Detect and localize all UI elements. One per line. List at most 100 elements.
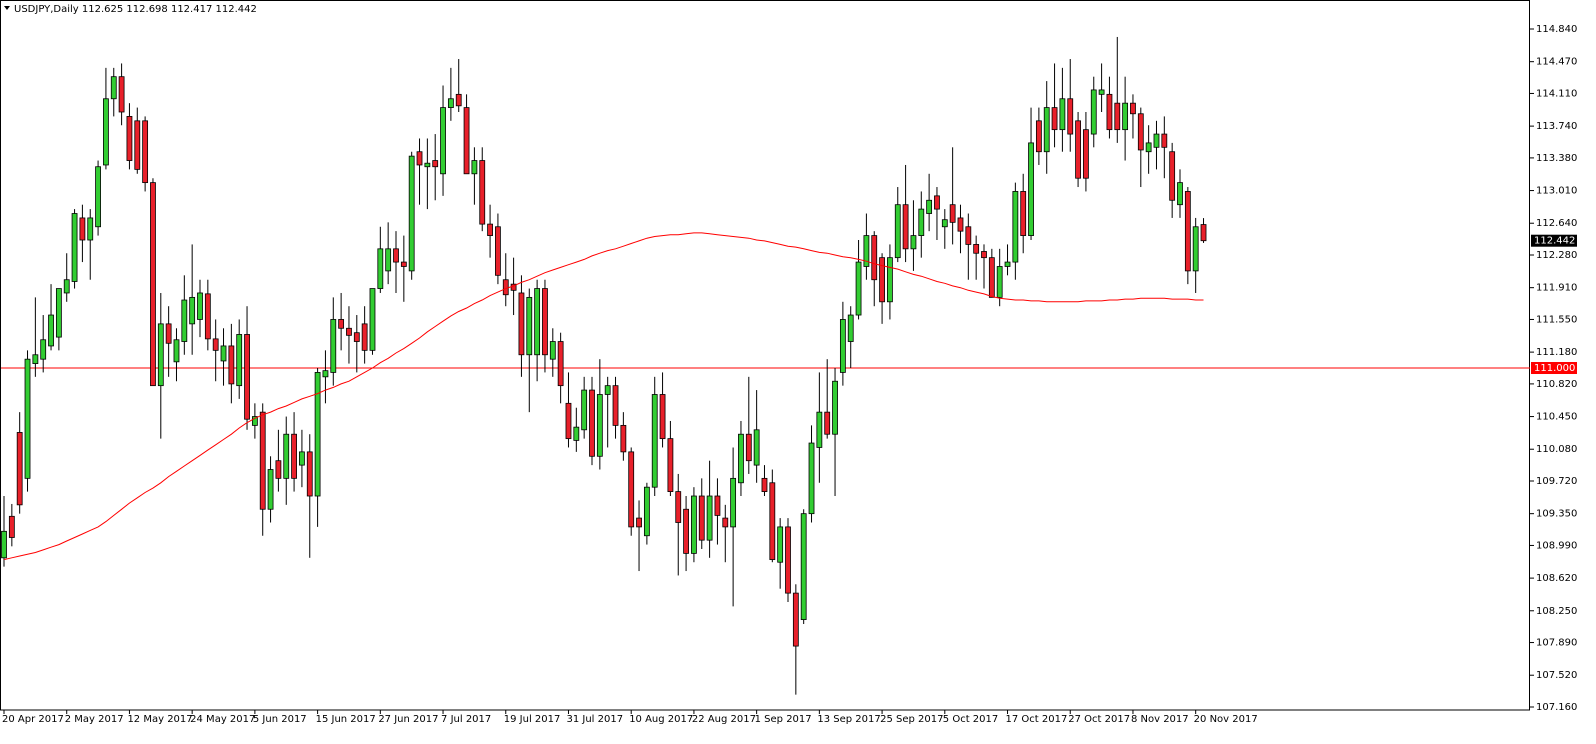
x-tick-label: 17 Oct 2017	[1006, 714, 1068, 725]
candle-body	[636, 517, 642, 528]
candle-body	[408, 155, 415, 272]
candle-body	[48, 314, 54, 347]
y-tick-label: 108.990	[1536, 540, 1577, 551]
hline-label-box	[1531, 362, 1577, 375]
moving-average	[3, 232, 1204, 561]
candle-body	[447, 98, 454, 108]
y-tick-label: 107.520	[1536, 670, 1577, 681]
x-tick-label: 5 Jun 2017	[253, 714, 307, 725]
candle-body	[244, 334, 250, 420]
x-tick-label: 19 Jul 2017	[504, 714, 561, 725]
y-tick-label: 114.840	[1536, 24, 1577, 35]
y-tick-label: 107.890	[1536, 638, 1577, 649]
candle-body	[251, 416, 258, 426]
candle-body	[1161, 133, 1168, 148]
candle-body	[267, 469, 274, 510]
candle-body	[839, 319, 846, 373]
candle-body	[620, 424, 627, 453]
candle-body	[628, 451, 635, 528]
candle-body	[236, 334, 243, 387]
candle-body	[322, 370, 329, 378]
candle-body	[730, 477, 737, 528]
candle-body	[549, 341, 556, 360]
candle-body	[189, 296, 196, 325]
y-tick-label: 113.380	[1536, 153, 1577, 164]
y-tick-label: 109.720	[1536, 476, 1577, 487]
candle-body	[965, 226, 972, 245]
x-tick-label: 25 Sep 2017	[880, 714, 943, 725]
candle-body	[902, 204, 909, 250]
candle-body	[377, 248, 384, 289]
candle-body	[1028, 142, 1034, 236]
x-tick-label: 31 Jul 2017	[566, 714, 623, 725]
candle-body	[1184, 191, 1191, 272]
plot-frame	[0, 0, 1530, 711]
candle-body	[651, 394, 658, 488]
candle-body	[534, 288, 541, 356]
candle-body	[126, 116, 133, 161]
candle-body	[495, 226, 501, 276]
candle-body	[573, 426, 580, 441]
candle-body	[1090, 89, 1097, 135]
candle-body	[1083, 129, 1089, 179]
menu-arrow[interactable]	[4, 6, 10, 10]
candle-body	[1051, 107, 1058, 131]
candle-body	[165, 323, 172, 344]
candle-body	[816, 411, 823, 448]
y-tick-label: 112.640	[1536, 218, 1577, 229]
candle-body	[785, 526, 791, 594]
y-tick-label: 111.550	[1536, 314, 1577, 325]
candle-body	[118, 76, 125, 113]
candle-body	[16, 432, 23, 506]
last-price-box	[1531, 234, 1577, 247]
candle-body	[103, 98, 109, 166]
candle-body	[1169, 151, 1176, 201]
candle-body	[212, 338, 219, 351]
candle-body	[338, 319, 345, 329]
candle-body	[314, 372, 321, 497]
candle-body	[8, 515, 15, 538]
candle-body	[581, 389, 588, 431]
candle-body	[1059, 98, 1066, 131]
y-tick-label: 110.820	[1536, 379, 1577, 390]
candle-body	[565, 402, 572, 440]
candle-body	[918, 208, 925, 236]
candle-body	[832, 380, 838, 435]
candle-body	[589, 389, 595, 457]
candle-body	[1145, 142, 1152, 153]
y-tick-label: 113.740	[1536, 121, 1577, 132]
candle-body	[863, 235, 870, 267]
candle-body	[659, 394, 666, 440]
y-tick-label: 113.010	[1536, 186, 1577, 197]
last-price-label: 112.442	[1534, 236, 1575, 247]
x-tick-label: 1 Sep 2017	[755, 714, 812, 725]
candle-body	[526, 296, 533, 356]
candle-body	[683, 508, 689, 554]
candle-body	[306, 451, 313, 497]
x-tick-label: 22 Aug 2017	[692, 714, 756, 725]
candle-body	[871, 235, 878, 281]
y-tick-label: 107.160	[1536, 702, 1577, 713]
candle-body	[706, 495, 713, 541]
chart-title: USDJPY,Daily 112.625 112.698 112.417 112…	[14, 4, 257, 15]
candle-body	[1035, 120, 1042, 153]
candle-body	[1004, 261, 1011, 267]
candle-body	[847, 314, 854, 342]
candle-body	[518, 292, 525, 356]
candle-body	[745, 433, 752, 462]
candle-body	[40, 339, 47, 360]
candle-body	[855, 261, 862, 316]
candle-body	[1122, 102, 1129, 131]
candle-body	[55, 288, 62, 338]
candle-body	[353, 332, 360, 342]
hline-label: 111.000	[1534, 363, 1575, 374]
candle-body	[691, 495, 697, 554]
candle-body	[910, 235, 917, 250]
y-tick-label: 109.350	[1536, 509, 1577, 520]
candle-body	[150, 182, 156, 387]
candle-body	[142, 120, 149, 184]
candle-body	[1098, 89, 1105, 95]
candle-body	[926, 199, 933, 214]
x-tick-label: 10 Aug 2017	[629, 714, 693, 725]
candle-body	[714, 495, 721, 516]
